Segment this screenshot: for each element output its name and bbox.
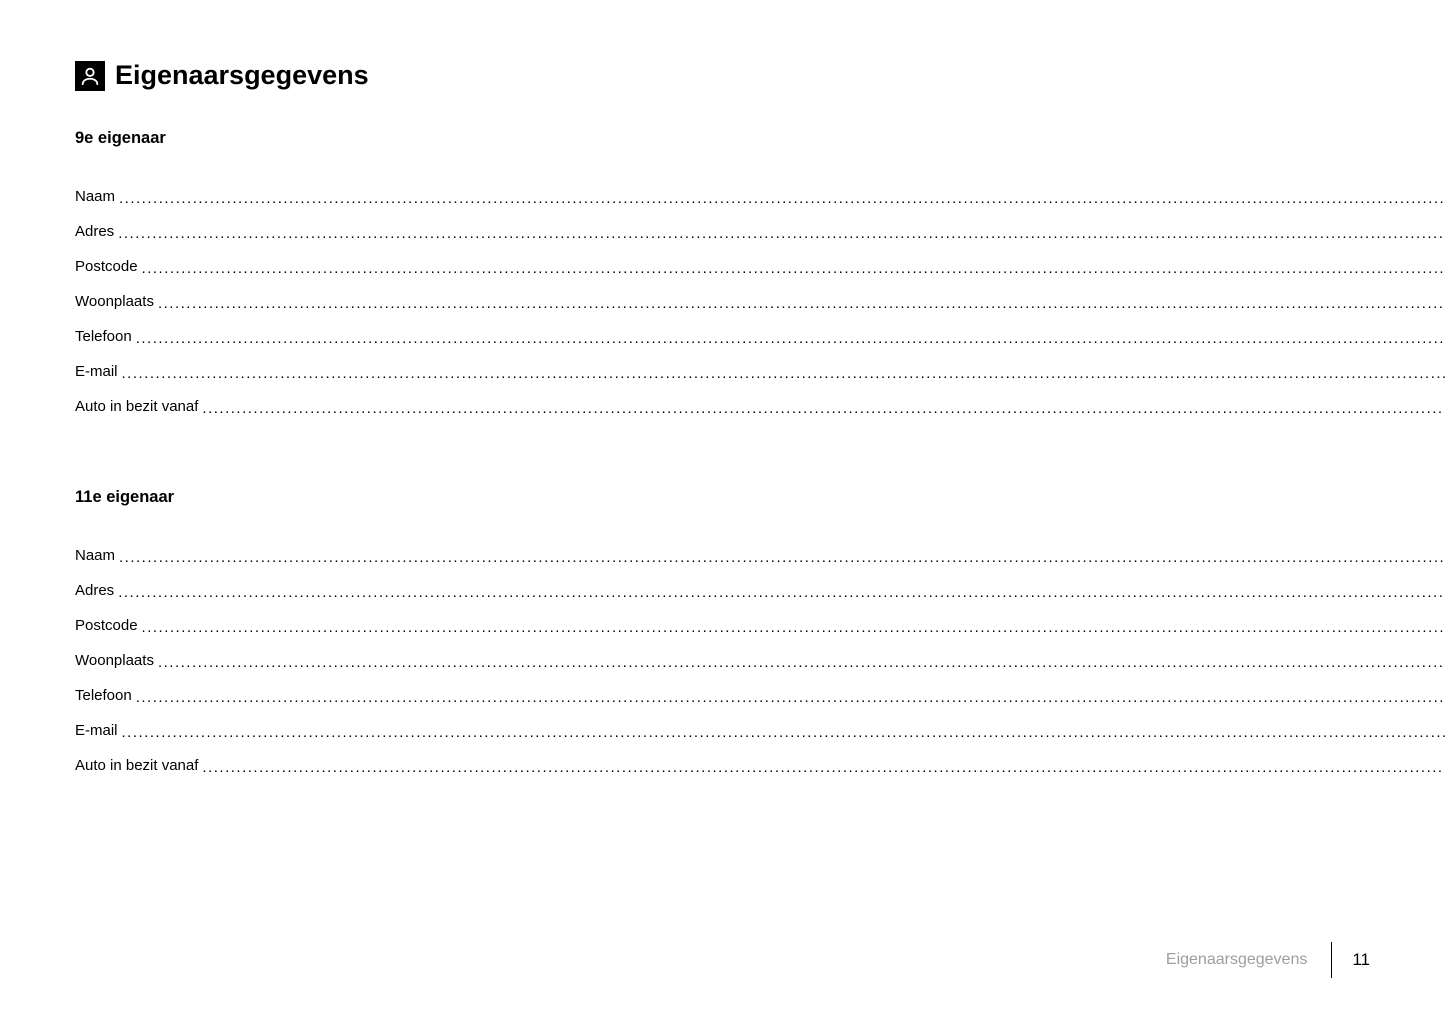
field-label: Postcode [75, 617, 142, 634]
field-row: Woonplaats [75, 652, 1445, 669]
field-label: Postcode [75, 258, 142, 275]
footer-page-number: 11 [1332, 950, 1370, 970]
owner-block: 9e eigenaar Naam Adres Postcode Woonplaa… [75, 129, 1445, 433]
field-label: Auto in bezit vanaf [75, 398, 202, 415]
field-label: Adres [75, 223, 118, 240]
field-dots [119, 549, 1445, 564]
field-row: Postcode [75, 617, 1445, 634]
field-label: Woonplaats [75, 293, 158, 310]
field-label: Naam [75, 188, 119, 205]
person-icon [75, 61, 105, 91]
field-dots [136, 330, 1445, 345]
header: Eigenaarsgegevens [75, 60, 1370, 91]
field-row: E-mail [75, 363, 1445, 380]
field-row: Auto in bezit vanaf [75, 398, 1445, 415]
field-dots [118, 225, 1445, 240]
owners-grid: 9e eigenaar Naam Adres Postcode Woonplaa… [75, 129, 1370, 792]
field-dots [142, 619, 1445, 634]
field-dots [118, 584, 1445, 599]
field-dots [136, 689, 1445, 704]
field-dots [119, 190, 1445, 205]
footer-section-label: Eigenaarsgegevens [1166, 951, 1331, 969]
field-label: Telefoon [75, 687, 136, 704]
field-row: Telefoon [75, 687, 1445, 704]
field-dots [142, 260, 1445, 275]
field-label: E-mail [75, 363, 122, 380]
owner-heading: 11e eigenaar [75, 488, 1445, 507]
field-dots [122, 365, 1445, 380]
field-label: Telefoon [75, 328, 136, 345]
field-dots [202, 400, 1445, 415]
field-row: Postcode [75, 258, 1445, 275]
field-row: E-mail [75, 722, 1445, 739]
field-row: Woonplaats [75, 293, 1445, 310]
page-title: Eigenaarsgegevens [115, 60, 369, 91]
field-label: E-mail [75, 722, 122, 739]
field-label: Adres [75, 582, 118, 599]
field-label: Auto in bezit vanaf [75, 757, 202, 774]
field-row: Adres [75, 223, 1445, 240]
field-dots [202, 759, 1445, 774]
field-row: Naam [75, 547, 1445, 564]
field-row: Telefoon [75, 328, 1445, 345]
field-dots [158, 654, 1445, 669]
field-dots [122, 724, 1445, 739]
field-label: Naam [75, 547, 119, 564]
page: Eigenaarsgegevens 9e eigenaar Naam Adres… [0, 0, 1445, 1018]
field-row: Auto in bezit vanaf [75, 757, 1445, 774]
owner-heading: 9e eigenaar [75, 129, 1445, 148]
field-row: Naam [75, 188, 1445, 205]
owner-block: 11e eigenaar Naam Adres Postcode Woonpla… [75, 488, 1445, 792]
field-row: Adres [75, 582, 1445, 599]
footer: Eigenaarsgegevens 11 [1166, 942, 1370, 978]
field-dots [158, 295, 1445, 310]
field-label: Woonplaats [75, 652, 158, 669]
